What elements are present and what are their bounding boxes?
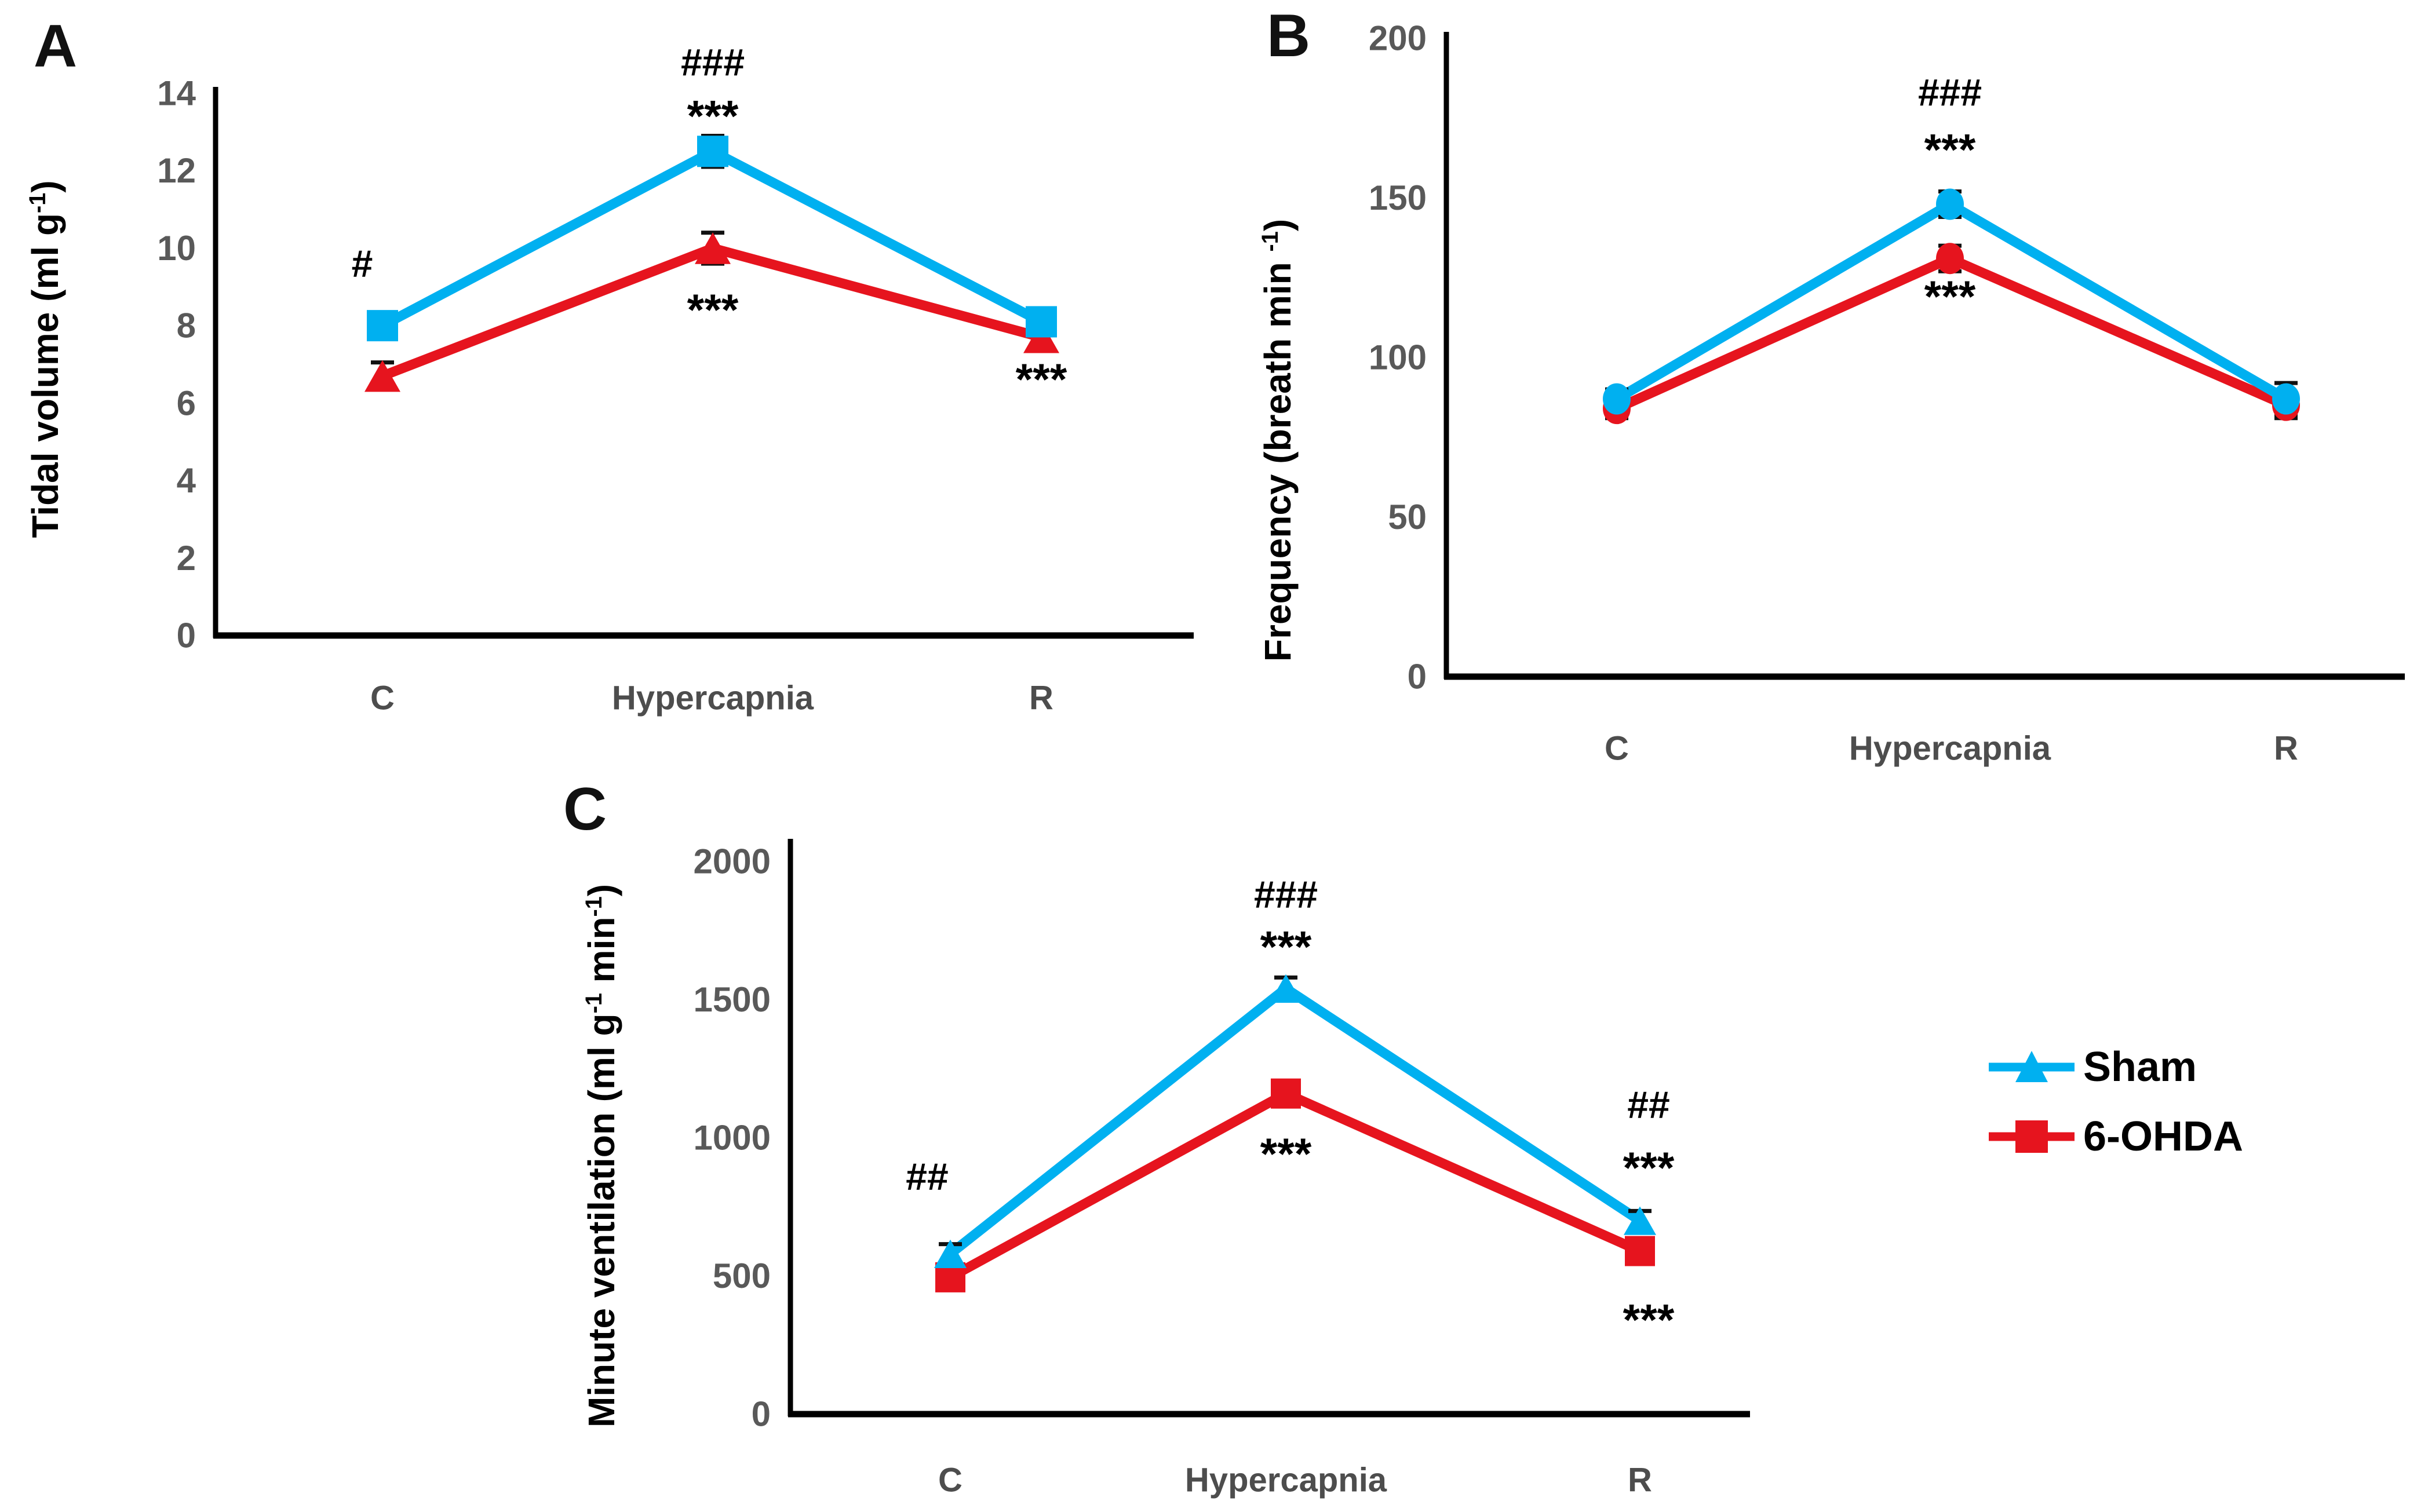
asterisk-significance-annotation: ***: [1623, 1295, 1675, 1345]
y-axis-title-text: ): [581, 883, 623, 897]
panel-letter-B: B: [1267, 2, 1311, 70]
ohda-line-square-icon: [1988, 1116, 2083, 1157]
y-axis-title-B: Frequency (breath min -1): [1257, 218, 1299, 662]
y-tick-label: 2000: [694, 842, 771, 881]
asterisk-significance-annotation: ***: [1924, 125, 1976, 174]
y-tick-label: 2: [177, 539, 196, 578]
y-axis-title-text: ): [24, 180, 67, 193]
panel-B: 0 50 100 150 200 C Hypercapnia R ### *** ***: [1369, 19, 2405, 768]
asterisk-significance-annotation: ***: [1260, 1130, 1312, 1179]
hash-significance-annotation: ##: [1627, 1083, 1669, 1126]
data-point-marker-sham-triangle: [1624, 1206, 1656, 1235]
y-tick-label: 4: [177, 461, 196, 500]
y-axis-title-text: ): [1257, 218, 1299, 232]
y-tick-label: 0: [1408, 658, 1427, 696]
y-tick-label: 200: [1369, 19, 1427, 58]
legend-item-sham: Sham: [1988, 1032, 2243, 1102]
series-line-6-ohda: [947, 1089, 1642, 1282]
superscript: -1: [581, 993, 607, 1014]
legend-triangle-marker-icon: [2015, 1051, 2048, 1082]
y-tick-label: 1000: [694, 1119, 771, 1157]
asterisk-significance-annotation: ***: [1016, 355, 1067, 404]
legend-item-6ohda: 6-OHDA: [1988, 1102, 2243, 1171]
data-point-marker-sham-circle: [1603, 383, 1631, 415]
hash-significance-annotation: ###: [681, 41, 745, 84]
hash-significance-annotation: ##: [906, 1155, 948, 1198]
asterisk-significance-annotation: ***: [1260, 922, 1312, 972]
x-category-label: C: [370, 680, 395, 717]
y-tick-label: 50: [1388, 498, 1427, 536]
superscript: -1: [24, 192, 50, 213]
legend-swatch-svg: [1989, 1120, 2075, 1153]
y-tick-label: 0: [177, 616, 196, 655]
data-point-marker-6-ohda-square: [1625, 1236, 1655, 1266]
hash-significance-annotation: ###: [1918, 71, 1982, 114]
data-point-marker-6-ohda-square: [1271, 1078, 1301, 1109]
data-point-marker-sham-square: [1026, 306, 1057, 338]
data-point-marker-6-ohda-triangle: [695, 232, 731, 264]
data-point-marker-sham-triangle: [934, 1239, 967, 1268]
x-category-label: R: [2274, 730, 2298, 768]
y-tick-label: 10: [157, 229, 196, 268]
y-axis-title-C: Minute ventilation (ml g-1 min-1): [581, 883, 623, 1428]
y-axis-title-text: Frequency (breath min: [1257, 251, 1299, 662]
superscript: -1: [581, 896, 607, 917]
y-tick-label: 500: [713, 1257, 771, 1295]
data-point-marker-sham-triangle: [1270, 974, 1302, 1003]
x-category-label: Hypercapnia: [1849, 730, 2051, 768]
y-tick-label: 0: [752, 1395, 771, 1434]
x-category-label: C: [1605, 730, 1629, 768]
data-point-marker-6-ohda-circle: [1936, 243, 1964, 275]
series-line-sham: [947, 983, 1643, 1258]
asterisk-significance-annotation: ***: [1623, 1144, 1675, 1193]
y-tick-label: 14: [157, 74, 196, 113]
asterisk-significance-annotation: ***: [1924, 272, 1976, 322]
legend-square-marker-icon: [2015, 1120, 2048, 1153]
x-category-label: R: [1029, 680, 1053, 717]
legend-label-sham: Sham: [2083, 1044, 2197, 1090]
data-point-marker-sham-circle: [1936, 188, 1964, 220]
panel-letter-A: A: [34, 13, 78, 80]
superscript: -1: [1257, 231, 1283, 252]
panel-letter-C: C: [563, 776, 607, 843]
data-point-marker-sham-circle: [2272, 383, 2300, 415]
data-point-marker-sham-square: [697, 136, 728, 167]
sham-line-triangle-icon: [1988, 1046, 2083, 1088]
asterisk-significance-annotation: ***: [687, 92, 739, 141]
legend-label-6ohda: 6-OHDA: [2083, 1113, 2244, 1160]
hash-significance-annotation: #: [352, 242, 373, 285]
y-axis-title-text: Tidal volume (ml g: [24, 213, 67, 538]
x-category-label: R: [1628, 1462, 1652, 1499]
asterisk-significance-annotation: ***: [687, 286, 739, 335]
y-tick-label: 1500: [694, 980, 771, 1019]
hash-significance-annotation: ###: [1254, 873, 1318, 916]
y-tick-label: 8: [177, 306, 196, 345]
y-axis-title-text: Minute ventilation (ml g: [581, 1013, 623, 1428]
y-axis-title-text: min: [581, 916, 623, 994]
y-tick-label: 100: [1369, 338, 1427, 377]
x-category-label: Hypercapnia: [1185, 1462, 1387, 1499]
y-tick-label: 6: [177, 384, 196, 422]
legend: Sham 6-OHDA: [1988, 1032, 2243, 1171]
legend-swatch-svg: [1989, 1051, 2075, 1082]
x-category-label: Hypercapnia: [612, 680, 814, 717]
data-point-marker-sham-square: [367, 310, 398, 342]
y-tick-label: 12: [157, 151, 196, 190]
y-axis-title-A: Tidal volume (ml g-1): [24, 180, 67, 538]
data-point-marker-6-ohda-triangle: [364, 360, 400, 392]
x-category-label: C: [938, 1462, 963, 1499]
y-tick-label: 150: [1369, 178, 1427, 217]
